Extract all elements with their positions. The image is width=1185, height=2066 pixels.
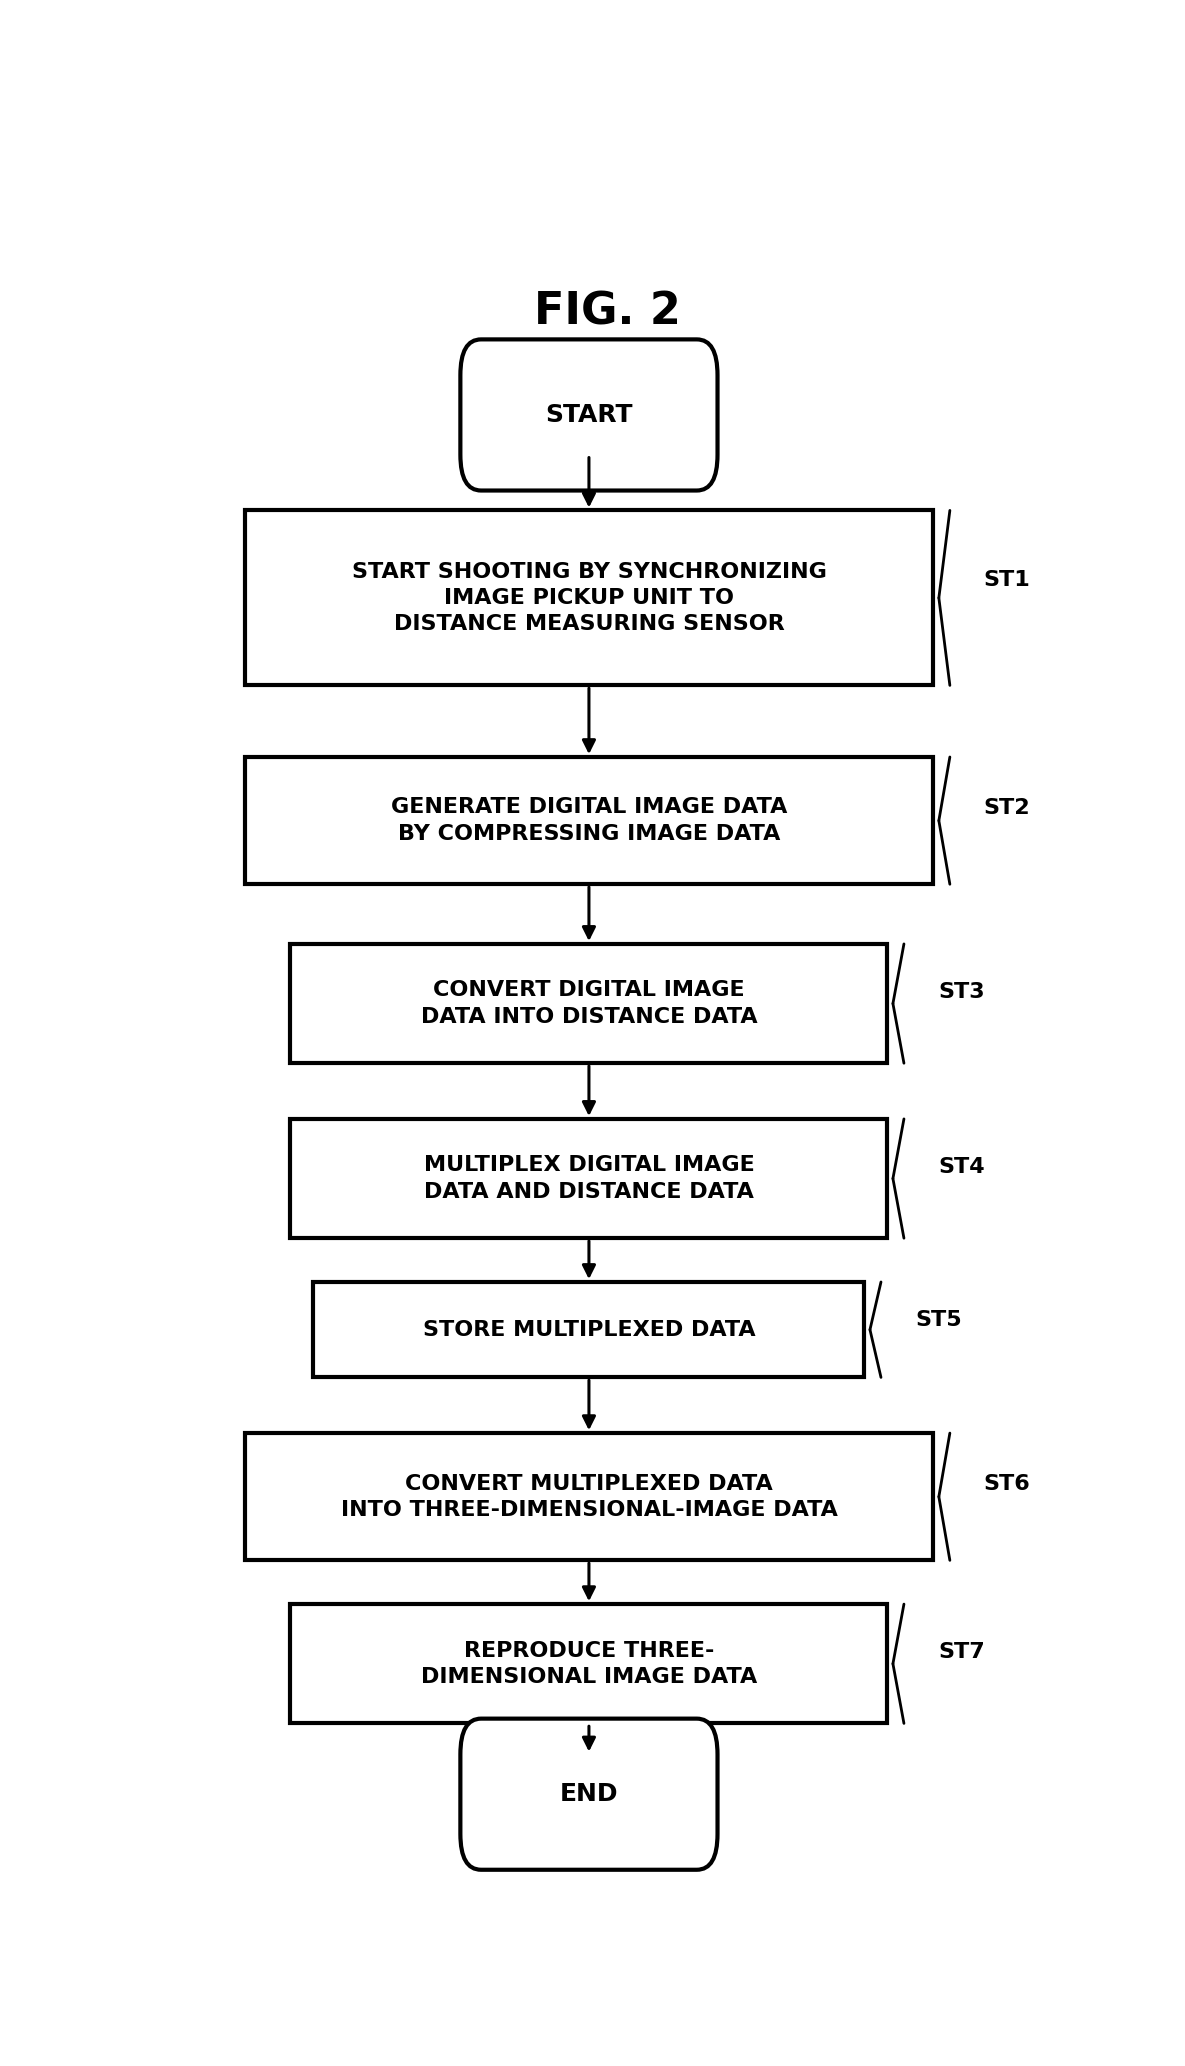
Text: CONVERT DIGITAL IMAGE
DATA INTO DISTANCE DATA: CONVERT DIGITAL IMAGE DATA INTO DISTANCE… [421, 981, 757, 1027]
Text: ST2: ST2 [984, 797, 1031, 818]
Bar [313, 1281, 865, 1378]
FancyBboxPatch shape [460, 1719, 718, 1870]
Bar [244, 756, 934, 884]
Text: GENERATE DIGITAL IMAGE DATA
BY COMPRESSING IMAGE DATA: GENERATE DIGITAL IMAGE DATA BY COMPRESSI… [391, 797, 787, 843]
Bar [290, 1603, 888, 1723]
Text: REPRODUCE THREE-
DIMENSIONAL IMAGE DATA: REPRODUCE THREE- DIMENSIONAL IMAGE DATA [421, 1640, 757, 1688]
Bar [290, 944, 888, 1064]
Text: ST1: ST1 [984, 570, 1031, 591]
Text: ST4: ST4 [939, 1157, 985, 1178]
FancyBboxPatch shape [460, 339, 718, 490]
Text: MULTIPLEX DIGITAL IMAGE
DATA AND DISTANCE DATA: MULTIPLEX DIGITAL IMAGE DATA AND DISTANC… [423, 1155, 755, 1202]
Text: START: START [545, 403, 633, 428]
Text: ST7: ST7 [939, 1642, 985, 1661]
Text: ST3: ST3 [939, 981, 985, 1002]
Bar [244, 510, 934, 686]
Text: CONVERT MULTIPLEXED DATA
INTO THREE-DIMENSIONAL-IMAGE DATA: CONVERT MULTIPLEXED DATA INTO THREE-DIME… [340, 1473, 838, 1521]
Text: FIG. 2: FIG. 2 [534, 289, 680, 333]
Bar [244, 1434, 934, 1560]
Bar [290, 1120, 888, 1238]
Text: START SHOOTING BY SYNCHRONIZING
IMAGE PICKUP UNIT TO
DISTANCE MEASURING SENSOR: START SHOOTING BY SYNCHRONIZING IMAGE PI… [352, 562, 826, 634]
Text: STORE MULTIPLEXED DATA: STORE MULTIPLEXED DATA [423, 1320, 755, 1339]
Text: END: END [559, 1783, 619, 1806]
Text: ST6: ST6 [984, 1473, 1031, 1494]
Text: ST5: ST5 [915, 1310, 961, 1331]
